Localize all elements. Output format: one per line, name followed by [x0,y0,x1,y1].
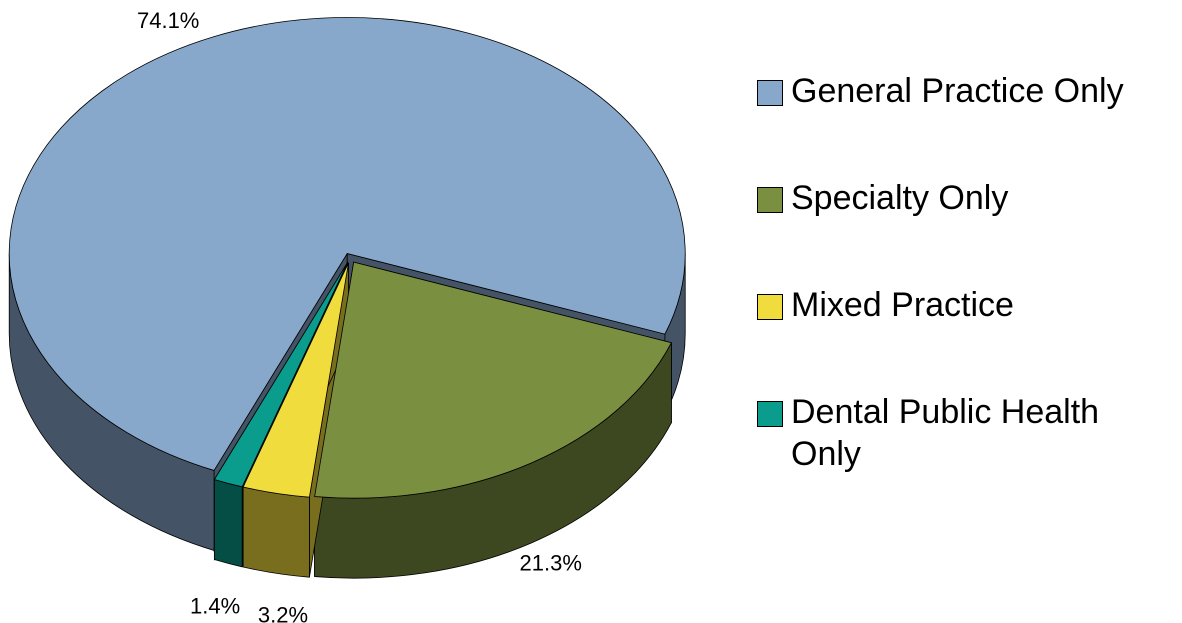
data-label: 74.1% [137,8,199,33]
data-label: 3.2% [258,602,308,623]
legend-item: Specialty Only [757,177,1177,284]
legend: General Practice Only Specialty Only Mixed… [757,70,1177,498]
legend-item: Mixed Practice [757,284,1177,391]
legend-label: Specialty Only [791,179,1009,217]
slice-top [314,261,672,499]
slice-top [213,262,348,488]
legend-item: Dental Public Health Only [757,391,1177,498]
slice-side [213,478,243,568]
legend-item: General Practice Only [757,70,1177,177]
legend-swatch [757,187,783,213]
legend-label: Dental Public Health Only [791,393,1100,473]
legend-label: Mixed Practice [791,286,1014,324]
legend-label: General Practice Only [791,72,1124,110]
pie-area: 74.1% 21.3% 3.2% 1.4% [8,8,686,623]
legend-swatch [757,401,783,427]
legend-swatch [757,294,783,320]
legend-swatch [757,80,783,106]
data-label: 1.4% [190,593,240,618]
slice-top [242,262,349,498]
data-label: 21.3% [520,551,582,576]
slice-side [242,486,310,578]
slice-top [8,17,686,471]
